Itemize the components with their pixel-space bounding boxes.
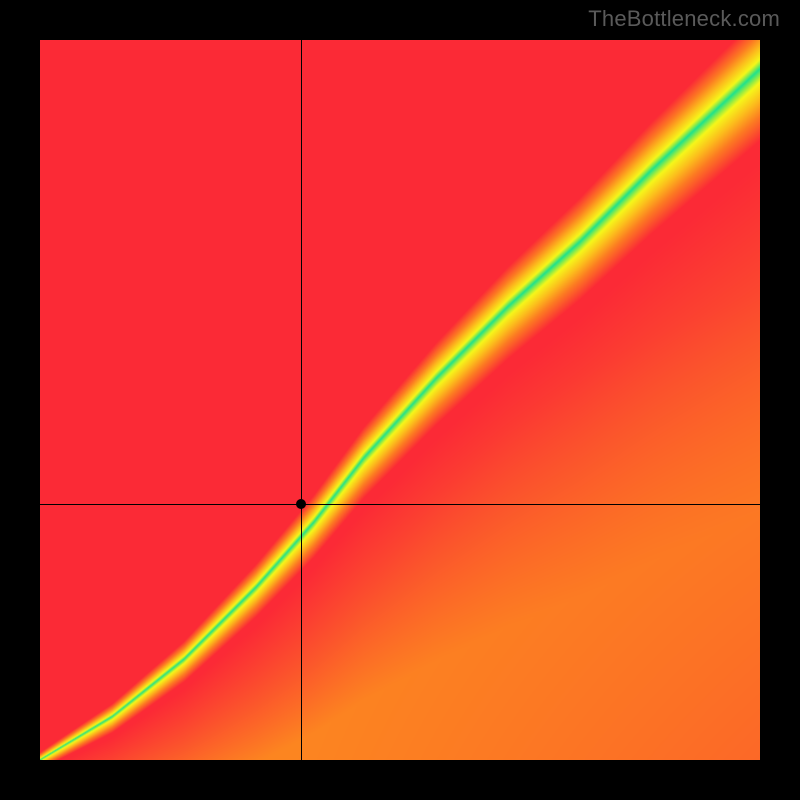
- plot-area: [40, 40, 760, 760]
- crosshair-vertical: [301, 40, 302, 760]
- crosshair-horizontal: [40, 504, 760, 505]
- chart-container: TheBottleneck.com: [0, 0, 800, 800]
- heatmap-canvas: [40, 40, 760, 760]
- watermark-text: TheBottleneck.com: [588, 6, 780, 32]
- crosshair-marker: [296, 499, 306, 509]
